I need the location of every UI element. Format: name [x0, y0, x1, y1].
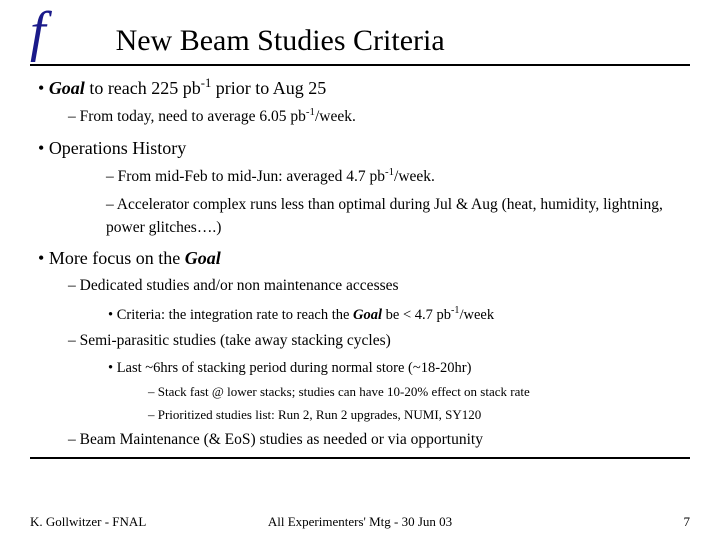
bullet-ops-avg: From mid-Feb to mid-Jun: averaged 4.7 pb…	[106, 165, 690, 189]
footer-author: K. Gollwitzer - FNAL	[30, 514, 146, 530]
bullet-prioritized: Prioritized studies list: Run 2, Run 2 u…	[148, 406, 690, 425]
slide-title: New Beam Studies Criteria	[96, 24, 445, 58]
bullet-last6hrs: Last ~6hrs of stacking period during nor…	[108, 358, 690, 379]
footer-meeting: All Experimenters' Mtg - 30 Jun 03	[268, 514, 452, 530]
footer-page-number: 7	[684, 514, 691, 530]
bullet-goal: Goal to reach 225 pb-1 prior to Aug 25 F…	[38, 74, 690, 129]
slide-header: f New Beam Studies Criteria	[0, 0, 720, 60]
slide-footer: K. Gollwitzer - FNAL All Experimenters' …	[0, 514, 720, 530]
bullet-focus: More focus on the Goal Dedicated studies…	[38, 245, 690, 451]
bullet-criteria: Criteria: the integration rate to reach …	[108, 304, 690, 326]
bullet-ops-complex: Accelerator complex runs less than optim…	[106, 194, 690, 239]
footer-divider	[30, 457, 690, 459]
fermilab-logo: f	[30, 4, 96, 60]
bullet-beam-maint: Beam Maintenance (& EoS) studies as need…	[68, 429, 690, 451]
bullet-dedicated: Dedicated studies and/or non maintenance…	[68, 275, 690, 297]
bullet-semi-parasitic: Semi-parasitic studies (take away stacki…	[68, 330, 690, 352]
header-divider	[30, 64, 690, 66]
bullet-ops-history: Operations History	[38, 135, 690, 161]
bullet-goal-avg: From today, need to average 6.05 pb-1/we…	[68, 105, 690, 129]
slide-content: Goal to reach 225 pb-1 prior to Aug 25 F…	[0, 74, 720, 451]
bullet-stack-fast: Stack fast @ lower stacks; studies can h…	[148, 383, 690, 402]
